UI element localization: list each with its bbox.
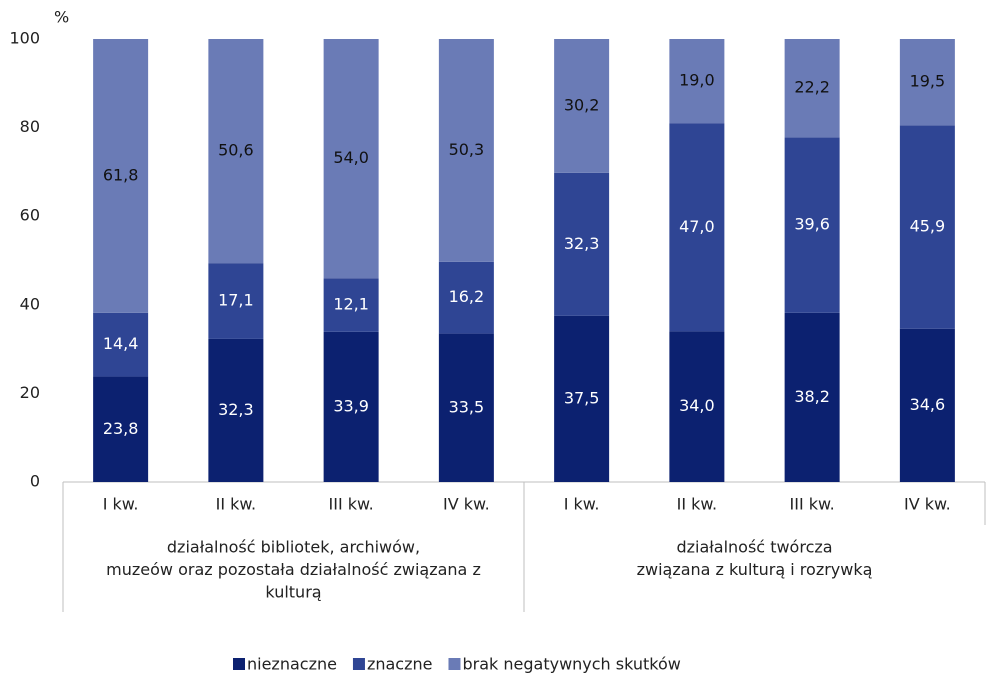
y-tick-label: 0 [30,472,40,491]
data-label: 30,2 [564,95,600,114]
x-tick-label: IV kw. [443,495,490,514]
legend-swatch [448,658,461,670]
data-label: 39,6 [794,215,830,234]
bar-segment [899,125,955,329]
data-label: 19,0 [679,71,715,90]
legend-label: nieznaczne [247,655,337,674]
bar-segment [669,331,725,482]
bar-segment [554,39,610,173]
x-tick-label: I kw. [103,495,139,514]
data-label: 17,1 [218,291,254,310]
y-tick-label: 20 [20,383,40,402]
bar-segment [784,312,840,482]
y-tick-label: 80 [20,117,40,136]
bar-segment [323,39,379,279]
data-label: 61,8 [103,165,139,184]
bar-segment [784,39,840,138]
bar-segment [93,312,149,377]
legend-swatch [233,658,245,670]
bar-segment [899,39,955,126]
x-tick-label: II kw. [216,495,257,514]
data-label: 22,2 [794,78,830,97]
data-label: 32,3 [218,400,254,419]
group-label: muzeów oraz pozostała działalność związa… [106,560,481,579]
bar-segment [554,315,610,482]
group-label: kulturą [265,583,321,602]
bar-segment [669,39,725,124]
data-label: 50,6 [218,141,254,160]
legend-label: znaczne [367,655,433,674]
data-label: 37,5 [564,388,600,407]
data-label: 38,2 [794,387,830,406]
data-label: 34,0 [679,396,715,415]
bar-segment [323,278,379,332]
group-label: związana z kulturą i rozrywką [637,560,873,579]
x-tick-label: II kw. [677,495,718,514]
y-tick-label: 40 [20,294,40,313]
bar-segment [784,137,840,313]
data-label: 50,3 [449,140,485,159]
bar-segment [438,333,494,482]
x-tick-label: IV kw. [904,495,951,514]
data-label: 33,5 [449,397,485,416]
bar-segment [899,328,955,482]
bar-segment [554,172,610,316]
data-label: 12,1 [333,295,369,314]
legend-swatch [352,658,365,670]
x-tick-label: III kw. [329,495,374,514]
data-label: 45,9 [910,217,946,236]
data-label: 47,0 [679,217,715,236]
x-tick-label: I kw. [564,495,600,514]
legend-label: brak negatywnych skutków [462,655,680,674]
bar-segment [669,123,725,332]
bar-segment [208,338,264,482]
bar-segment [208,263,264,339]
bar-segment [208,39,264,264]
bar-segment [323,331,379,482]
data-label: 32,3 [564,234,600,253]
y-tick-label: 100 [9,29,40,48]
bar-segment [438,39,494,262]
bar-segment [93,39,149,313]
data-label: 14,4 [103,334,139,353]
group-label: działalność bibliotek, archiwów, [167,538,420,557]
y-tick-label: 60 [20,206,40,225]
y-axis-label: % [54,8,69,27]
data-label: 23,8 [103,419,139,438]
data-label: 34,6 [910,395,946,414]
data-label: 54,0 [333,148,369,167]
data-label: 19,5 [910,72,946,91]
data-label: 16,2 [449,287,485,306]
group-label: działalność twórcza [676,538,832,557]
bar-segment [93,376,149,482]
bar-segment [438,261,494,334]
x-tick-label: III kw. [790,495,835,514]
data-label: 33,9 [333,396,369,415]
